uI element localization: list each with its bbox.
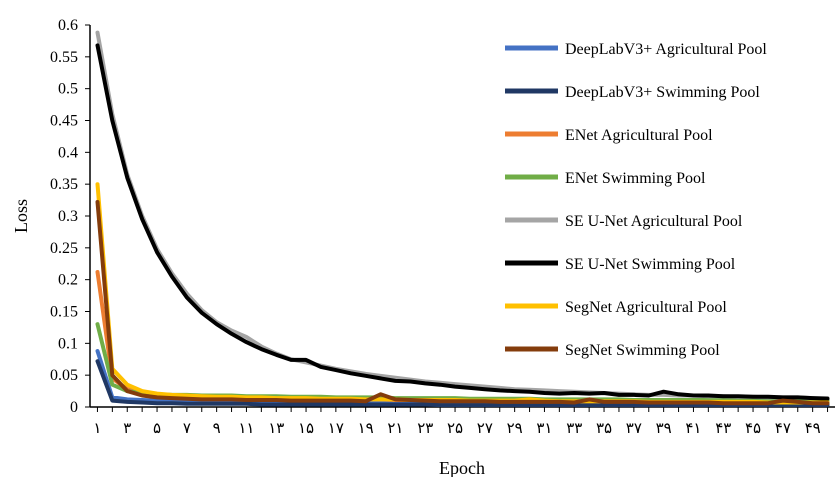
x-tick-label: ۵ <box>153 421 161 437</box>
x-tick-label: ۲۳ <box>417 421 433 437</box>
y-axis-title: Loss <box>11 199 31 233</box>
legend-label: SegNet Agricultural Pool <box>565 299 727 316</box>
x-tick-label: ۲۵ <box>447 421 463 437</box>
x-tick-label: ۱ <box>93 421 101 437</box>
series-line-enet-agricultural-pool <box>95 270 830 404</box>
legend-item-deeplabv3-swimming-pool: DeepLabV3+ Swimming Pool <box>505 84 760 101</box>
x-tick-label: ۴۵ <box>745 421 761 437</box>
series-line-se-u-net-swimming-pool <box>95 43 830 401</box>
x-tick-label: ۴۷ <box>775 421 791 437</box>
x-tick-label: ۷ <box>183 421 191 437</box>
x-tick-label: ۲۹ <box>507 421 523 437</box>
legend-item-segnet-agricultural-pool: SegNet Agricultural Pool <box>505 299 727 316</box>
y-tick-label: 0.15 <box>50 304 78 321</box>
x-tick-label: ۴۳ <box>715 421 731 437</box>
x-tick-label: ۳۷ <box>626 421 642 437</box>
legend-label: SE U-Net Agricultural Pool <box>565 213 743 230</box>
legend-label: SegNet Swimming Pool <box>565 342 720 359</box>
legend-item-deeplabv3-agricultural-pool: DeepLabV3+ Agricultural Pool <box>505 41 767 58</box>
legend: DeepLabV3+ Agricultural Pool DeepLabV3+ S… <box>505 41 767 359</box>
x-tick-label: ۱۳ <box>268 421 284 437</box>
x-tick-label: ۳۱ <box>536 421 552 437</box>
x-tick-label: ۴۹ <box>805 421 821 437</box>
series-line-deeplabv3-swimming-pool <box>95 359 830 408</box>
legend-label: ENet Agricultural Pool <box>565 127 713 144</box>
x-axis-ticks: ۱ ۳ ۵ ۷ ۹ ۱۱ ۱۳ ۱۵ ۱۷ ۱۹ ۲۱ ۲۳ ۲۵ ۲۷ ۲۹ ۳۱ ۳۳ ۳۵ ۳۷ ۳۹ ۴۱ ۴۳ ۴… <box>93 407 829 437</box>
x-axis-title: Epoch <box>439 458 485 477</box>
x-tick-label: ۳۵ <box>596 421 612 437</box>
y-tick-label: 0.1 <box>58 335 78 352</box>
legend-label: DeepLabV3+ Agricultural Pool <box>565 41 767 58</box>
y-tick-label: 0 <box>70 399 78 416</box>
x-tick-label: ۱۷ <box>328 421 344 437</box>
x-tick-label: ۲۷ <box>477 421 493 437</box>
y-axis-ticks: 0 0.05 0.1 0.15 0.2 0.25 0.3 0.35 0.4 0.45 0.5 0.55… <box>50 17 90 416</box>
y-tick-label: 0.45 <box>50 113 78 130</box>
y-tick-label: 0.55 <box>50 49 78 66</box>
x-tick-label: ۳۳ <box>566 421 582 437</box>
x-tick-label: ۱۱ <box>238 421 254 437</box>
legend-item-enet-agricultural-pool: ENet Agricultural Pool <box>505 127 713 144</box>
y-tick-label: 0.5 <box>58 81 78 98</box>
legend-item-se-u-net-agricultural-pool: SE U-Net Agricultural Pool <box>505 213 743 230</box>
x-tick-label: ۱۹ <box>358 421 374 437</box>
series-lines <box>95 30 830 408</box>
x-tick-label: ۳۹ <box>656 421 672 437</box>
y-tick-label: 0.35 <box>50 176 78 193</box>
y-tick-label: 0.25 <box>50 240 78 257</box>
y-tick-label: 0.4 <box>58 144 78 161</box>
legend-label: ENet Swimming Pool <box>565 170 706 187</box>
series-line-segnet-swimming-pool <box>95 200 830 406</box>
x-tick-label: ۴۱ <box>685 421 701 437</box>
legend-item-segnet-swimming-pool: SegNet Swimming Pool <box>505 342 720 359</box>
legend-item-enet-swimming-pool: ENet Swimming Pool <box>505 170 706 187</box>
legend-label: DeepLabV3+ Swimming Pool <box>565 84 760 101</box>
x-tick-label: ۳ <box>123 421 131 437</box>
x-tick-label: ۱۵ <box>298 421 314 437</box>
legend-item-se-u-net-swimming-pool: SE U-Net Swimming Pool <box>505 256 736 273</box>
y-tick-label: 0.05 <box>50 367 78 384</box>
y-tick-label: 0.2 <box>58 272 78 289</box>
y-tick-label: 0.6 <box>58 17 78 34</box>
legend-label: SE U-Net Swimming Pool <box>565 256 736 273</box>
x-tick-label: ۲۱ <box>387 421 403 437</box>
y-tick-label: 0.3 <box>58 208 78 225</box>
x-tick-label: ۹ <box>213 421 221 437</box>
plot-area: 0 0.05 0.1 0.15 0.2 0.25 0.3 0.35 0.4 0.45 0.5 0.55… <box>50 17 835 437</box>
